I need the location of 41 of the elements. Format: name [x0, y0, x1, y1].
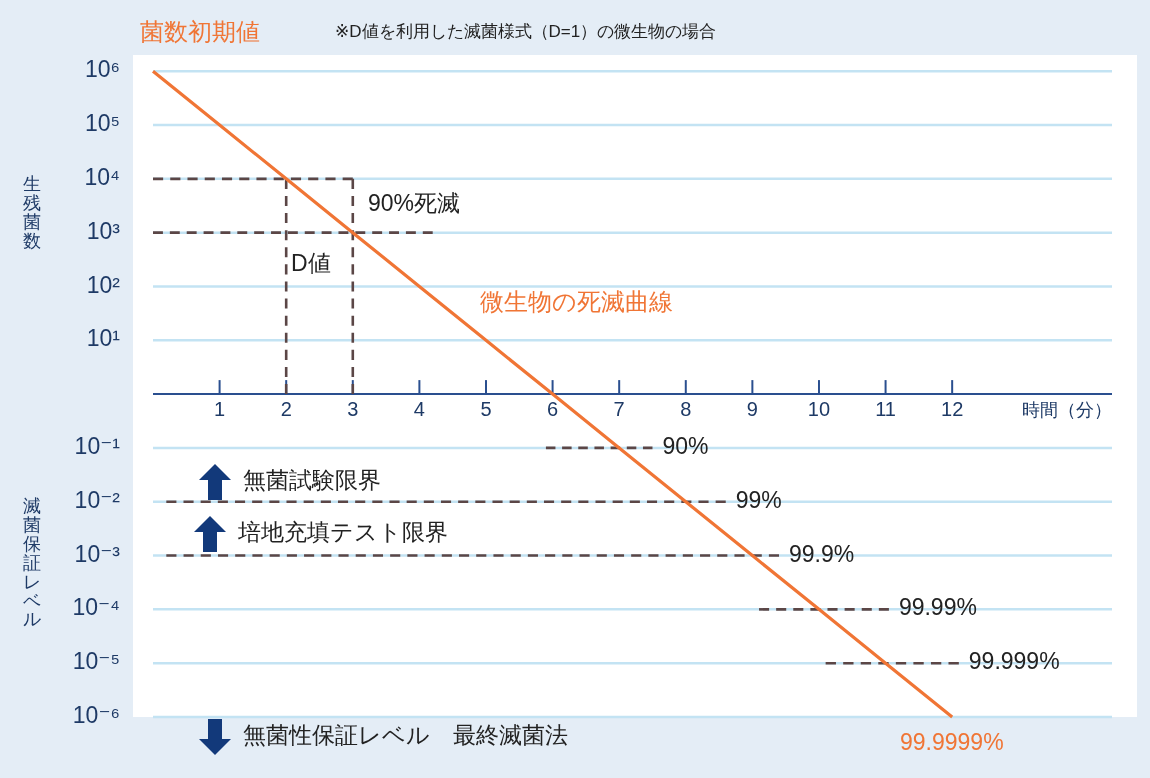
x-tick-label: 5	[480, 398, 492, 421]
x-tick-label: 4	[413, 398, 425, 421]
x-tick-label: 1	[214, 398, 226, 421]
y-tick-label: 10⁵	[84, 110, 120, 137]
y-tick-label: 10²	[86, 271, 121, 298]
text: 99.9999%	[900, 729, 1004, 756]
annotation: 90%死滅	[368, 190, 461, 217]
annotation: 90%	[662, 432, 709, 459]
y-tick-label: 10⁻⁶	[72, 702, 120, 729]
x-tick-label: 6	[547, 398, 559, 421]
annotation: 99%	[735, 486, 782, 513]
chart-subtitle: ※D値を利用した滅菌様式（D=1）の微生物の場合	[335, 22, 717, 41]
x-tick-label: 10	[807, 398, 831, 421]
x-tick-label: 3	[347, 398, 359, 421]
y-tick-label: 10¹	[86, 325, 121, 352]
y-tick-label: 10⁻³	[74, 540, 121, 567]
annotation: 99.9%	[789, 540, 855, 567]
y-tick-label: 10⁻¹	[74, 432, 121, 459]
text: 滅菌保証レベル	[23, 496, 41, 630]
annotation: 培地充填テスト限界	[237, 519, 448, 546]
x-tick-label: 2	[280, 398, 292, 421]
y-tick-label: 10⁶	[84, 56, 120, 83]
x-tick-label: 11	[875, 398, 896, 421]
series-label: 微生物の死滅曲線	[479, 288, 673, 316]
annotation: 99.999%	[968, 648, 1060, 675]
chart-title: 菌数初期値	[140, 18, 260, 45]
x-tick-label: 12	[941, 398, 964, 421]
annotation: 無菌試験限界	[243, 467, 381, 494]
y-tick-label: 10⁴	[84, 163, 120, 190]
y-axis-title: 生残菌数	[23, 174, 41, 251]
y-tick-label: 10⁻²	[74, 486, 121, 513]
x-tick-label: 9	[746, 398, 758, 421]
annotation: D値	[291, 250, 331, 277]
x-tick-label: 8	[680, 398, 692, 421]
y-tick-label: 10⁻⁴	[72, 594, 120, 621]
text: 無菌性保証レベル 最終滅菌法	[243, 722, 568, 749]
y-tick-label: 10⁻⁵	[72, 648, 120, 675]
annotation: 99.99%	[898, 594, 977, 621]
y-tick-label: 10³	[86, 217, 121, 244]
x-axis-title: 時間（分）	[1022, 399, 1112, 420]
x-tick-label: 7	[613, 398, 625, 421]
